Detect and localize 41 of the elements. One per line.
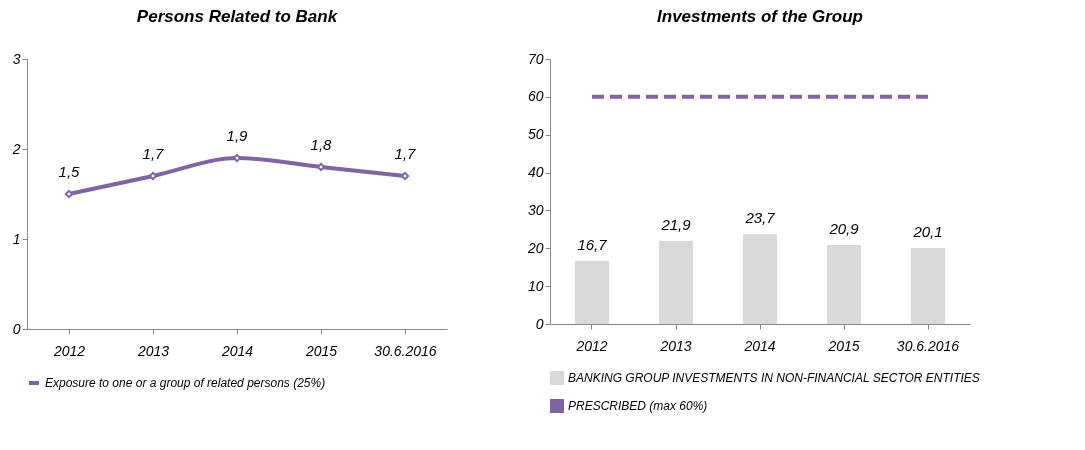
data-label: 1,9	[226, 127, 249, 144]
y-tick-label: 50	[527, 126, 544, 143]
data-label: 1,7	[394, 145, 417, 162]
data-label: 23,7	[744, 209, 776, 227]
point	[400, 171, 410, 181]
y-tick-label: 2	[11, 140, 21, 157]
y-tick-label: 70	[527, 50, 544, 67]
x-tick-label: 2013	[136, 342, 170, 359]
point	[64, 189, 74, 199]
x-tick-label: 2015	[304, 342, 338, 359]
data-label: 1,5	[58, 163, 81, 180]
x-tick-label: 30.6.2016	[896, 337, 960, 354]
y-tick-label: 30	[527, 201, 544, 218]
y-tick-label: 60	[527, 88, 544, 105]
data-label: 1,7	[142, 145, 165, 162]
legend-label: BANKING GROUP INVESTMENTS IN NON-FINANCIAL SECTOR ENTITIES	[568, 371, 980, 385]
x-tick-label: 2014	[220, 342, 254, 359]
data-label: 16,7	[577, 235, 608, 253]
data-label: 20,9	[828, 219, 860, 237]
x-tick-label: 2012	[52, 342, 86, 359]
y-tick-label: 1	[12, 230, 21, 247]
y-tick-label: 40	[527, 164, 544, 181]
data-label: 21,9	[660, 216, 692, 234]
data-label: 1,8	[310, 136, 333, 153]
x-tick-label: 2012	[575, 337, 608, 354]
y-tick-label: 20	[526, 239, 544, 256]
x-tick-label: 2014	[743, 337, 776, 354]
point	[316, 162, 326, 172]
data-label: 20,1	[912, 222, 943, 240]
x-tick-label: 2015	[827, 337, 860, 354]
x-tick-label: 2013	[659, 337, 692, 354]
point	[148, 171, 158, 181]
chart-title: Investments of the Group	[657, 7, 863, 26]
y-tick-label: 0	[535, 315, 544, 332]
x-tick-label: 30.6.2016	[374, 342, 437, 359]
legend-label: Exposure to one or a group of related persons (25%)	[45, 376, 326, 390]
y-tick-label: 10	[527, 277, 544, 294]
y-tick-label: 0	[12, 320, 21, 337]
chart-title: Persons Related to Bank	[136, 7, 339, 26]
y-tick-label: 3	[12, 50, 21, 67]
legend-label: PRESCRIBED (max 60%)	[568, 399, 708, 413]
